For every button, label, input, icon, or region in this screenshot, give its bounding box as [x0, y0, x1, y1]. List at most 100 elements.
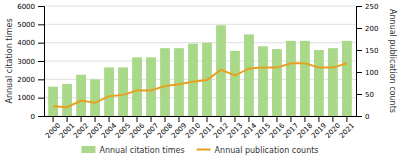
bar	[342, 41, 352, 116]
tick-label: 50	[365, 91, 374, 99]
tick-mark	[356, 6, 362, 7]
tick-mark	[276, 116, 277, 122]
tick-label: 5000	[17, 21, 35, 29]
legend-item: Annual citation times	[81, 146, 184, 155]
tick: 0	[31, 113, 44, 121]
tick: 2000	[17, 76, 44, 84]
tick: 3000	[17, 58, 44, 66]
tick-mark	[234, 116, 235, 122]
bar	[230, 51, 240, 116]
tick-mark	[165, 116, 166, 122]
axis-domain	[38, 7, 45, 117]
axis: 0 1000 2000 3000 4000 5000 6000	[17, 3, 44, 121]
tick-mark	[38, 116, 44, 117]
legend-item: Annual publication counts	[197, 146, 319, 155]
tick-mark	[193, 116, 194, 122]
tick-mark	[38, 43, 44, 44]
axis-domain	[357, 7, 363, 117]
bar	[48, 87, 58, 116]
bar	[90, 79, 100, 116]
tick-mark	[356, 28, 362, 29]
tick-mark	[290, 116, 291, 122]
tick-mark	[304, 116, 305, 122]
tick-mark	[220, 116, 221, 122]
tick-mark	[332, 116, 333, 122]
bar	[286, 41, 296, 116]
bar	[104, 67, 114, 116]
tick-mark	[346, 116, 347, 122]
bar	[244, 34, 254, 116]
y2-axis-title: Annual publication counts	[388, 9, 397, 113]
tick-mark	[248, 116, 249, 122]
tick-mark	[262, 116, 263, 122]
grid-line	[44, 24, 356, 25]
legend: Annual citation times Annual publication …	[81, 146, 318, 155]
tick: 0	[356, 113, 369, 121]
tick-label: 4000	[17, 39, 35, 47]
tick-mark	[81, 116, 82, 122]
tick: 50	[356, 91, 374, 99]
tick-label: 2000	[17, 76, 35, 84]
chart: 2000200120022003200420052006200720082009…	[0, 0, 400, 156]
bar	[188, 44, 198, 116]
tick: 250	[356, 3, 378, 11]
tick-label: 100	[365, 69, 378, 77]
tick-mark	[206, 116, 207, 122]
axis-domain	[45, 116, 357, 117]
tick: 1000	[17, 94, 44, 102]
tick-mark	[38, 98, 44, 99]
bar	[132, 57, 142, 116]
tick-label: 150	[365, 47, 378, 55]
grid	[44, 6, 356, 116]
y-axis-title: Annual citation times	[5, 18, 14, 103]
tick-mark	[95, 116, 96, 122]
tick: 100	[356, 69, 378, 77]
legend-swatch	[81, 146, 95, 153]
tick: 2021	[338, 116, 356, 140]
tick-mark	[38, 61, 44, 62]
legend-swatch	[197, 149, 211, 151]
tick-mark	[38, 79, 44, 80]
bar	[76, 75, 86, 116]
tick-mark	[53, 116, 54, 122]
bar	[272, 49, 282, 116]
legend-label: Annual publication counts	[215, 146, 319, 155]
tick-mark	[38, 6, 44, 7]
tick-label: 2021	[338, 122, 356, 140]
tick: 4000	[17, 39, 44, 47]
marks	[48, 25, 352, 116]
tick-mark	[356, 72, 362, 73]
bar	[160, 48, 170, 116]
bar	[300, 41, 310, 116]
tick-mark	[356, 116, 362, 117]
tick: 6000	[17, 3, 44, 11]
tick-label: 3000	[17, 58, 35, 66]
tick-mark	[123, 116, 124, 122]
tick-mark	[356, 94, 362, 95]
bar	[258, 46, 268, 116]
tick-label: 0	[31, 113, 35, 121]
axis: 0 50 100 150 200 250	[356, 3, 378, 121]
bar	[146, 57, 156, 116]
tick-mark	[38, 24, 44, 25]
plot: 2000200120022003200420052006200720082009…	[17, 3, 378, 140]
tick-mark	[318, 116, 319, 122]
tick-mark	[356, 50, 362, 51]
axis: 2000200120022003200420052006200720082009…	[44, 116, 356, 140]
tick-label: 0	[365, 113, 369, 121]
line	[53, 63, 347, 107]
bar	[314, 50, 324, 116]
tick: 5000	[17, 21, 44, 29]
bar	[328, 48, 338, 116]
tick-mark	[179, 116, 180, 122]
tick-label: 1000	[17, 94, 35, 102]
bar	[62, 84, 72, 116]
bar	[174, 48, 184, 116]
grid-line	[44, 6, 356, 7]
tick-label: 6000	[17, 3, 35, 11]
tick-mark	[151, 116, 152, 122]
tick-label: 200	[365, 25, 378, 33]
tick-label: 250	[365, 3, 378, 11]
tick: 150	[356, 47, 378, 55]
bar	[118, 67, 128, 116]
